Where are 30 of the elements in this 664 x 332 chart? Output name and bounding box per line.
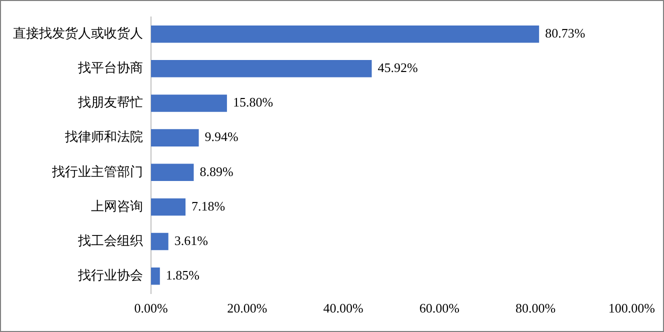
bar — [151, 267, 160, 285]
data-label: 7.18% — [192, 198, 226, 214]
data-label: 1.85% — [166, 268, 200, 283]
x-tick-label: 0.00% — [134, 300, 168, 316]
data-label: 15.80% — [232, 94, 274, 110]
data-label: 8.89% — [200, 164, 234, 179]
bar — [151, 25, 540, 43]
x-tick-label: 60.00% — [419, 300, 460, 316]
y-tick-label: 找平台协商 — [77, 60, 143, 76]
y-tick-label: 找工会组织 — [77, 232, 143, 248]
bar — [151, 129, 199, 146]
bar — [151, 60, 372, 78]
y-tick-label: 找律师和法院 — [64, 129, 143, 144]
bar — [151, 94, 227, 112]
bar — [151, 232, 168, 250]
y-tick-label: 上网咨询 — [91, 198, 143, 214]
bar — [151, 198, 186, 216]
data-label: 80.73% — [545, 26, 586, 41]
data-label: 3.61% — [174, 232, 208, 248]
y-tick-label: 找行业主管部门 — [51, 164, 143, 179]
bar — [151, 164, 194, 182]
x-tick-label: 80.00% — [516, 300, 556, 316]
data-label: 45.92% — [378, 60, 418, 76]
y-tick-label: 找朋友帮忙 — [77, 94, 143, 110]
x-tick-label: 20.00% — [227, 300, 268, 316]
y-tick-label: 找行业协会 — [77, 268, 143, 283]
x-tick-label: 40.00% — [323, 300, 364, 316]
data-label: 9.94% — [204, 129, 239, 144]
x-tick-label: 100.00% — [608, 300, 656, 316]
y-tick-label: 直接找发货人或收货人 — [13, 26, 143, 41]
